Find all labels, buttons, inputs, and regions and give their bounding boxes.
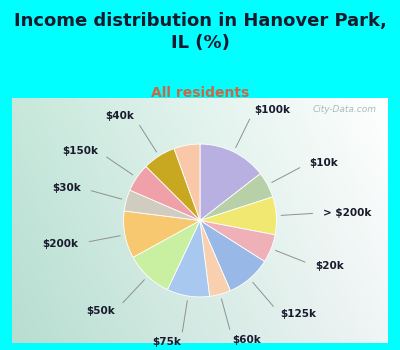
Text: > $200k: > $200k <box>323 208 372 218</box>
Text: $125k: $125k <box>280 309 316 320</box>
Text: Income distribution in Hanover Park,
IL (%): Income distribution in Hanover Park, IL … <box>14 12 386 52</box>
Text: $100k: $100k <box>254 105 290 114</box>
Text: City-Data.com: City-Data.com <box>313 105 377 114</box>
Text: All residents: All residents <box>151 86 249 100</box>
Wedge shape <box>200 174 273 220</box>
Text: $75k: $75k <box>152 337 181 348</box>
Wedge shape <box>168 220 210 297</box>
Wedge shape <box>174 144 200 220</box>
Wedge shape <box>124 211 200 257</box>
Wedge shape <box>133 220 200 290</box>
Text: $30k: $30k <box>52 183 81 193</box>
Wedge shape <box>200 144 260 220</box>
Text: $60k: $60k <box>232 335 261 345</box>
Text: $10k: $10k <box>309 158 338 168</box>
Wedge shape <box>200 197 276 235</box>
Text: $50k: $50k <box>87 306 116 315</box>
Text: $200k: $200k <box>43 239 79 248</box>
Wedge shape <box>200 220 275 261</box>
Wedge shape <box>124 190 200 220</box>
Wedge shape <box>130 167 200 220</box>
Text: $150k: $150k <box>62 146 98 156</box>
Wedge shape <box>200 220 230 296</box>
Text: $40k: $40k <box>105 111 134 121</box>
Text: $20k: $20k <box>315 261 344 271</box>
Wedge shape <box>146 149 200 220</box>
Wedge shape <box>200 220 264 290</box>
